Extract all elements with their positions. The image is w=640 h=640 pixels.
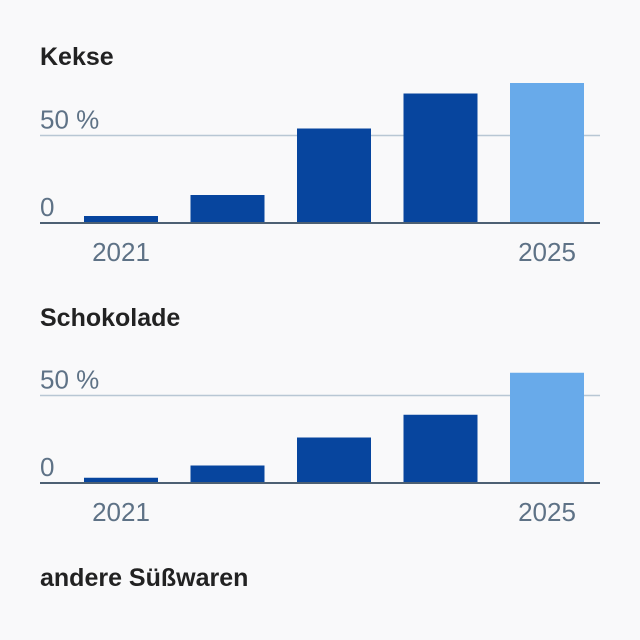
bar-2025 [510,372,584,483]
chart-title-kekse: Kekse [40,43,114,71]
bar-2024 [403,414,478,483]
bar-2022 [190,465,265,483]
bar-chart-kekse: 0 50 % 2021 2025 [40,83,600,267]
bar-2023 [297,437,371,483]
bar-2025 [510,83,584,223]
x-tick-label-2021: 2021 [92,237,150,267]
x-tick-label-2021: 2021 [92,497,150,527]
bar-chart-schokolade: 0 50 % 2021 2025 [40,365,600,527]
y-tick-label-0: 0 [40,452,54,482]
bar-2022 [190,195,265,223]
bar-2024 [403,93,478,223]
y-tick-label-50: 50 % [40,105,99,135]
chart-title-schokolade: Schokolade [40,304,181,332]
bar-2023 [297,128,371,223]
bar-2021 [84,477,158,483]
x-tick-label-2025: 2025 [518,497,576,527]
bar-2021 [84,216,158,223]
y-tick-label-50: 50 % [40,365,99,395]
x-tick-label-2025: 2025 [518,237,576,267]
chart-title-andere-suesswaren: andere Süßwaren [40,564,249,592]
y-tick-label-0: 0 [40,192,54,222]
